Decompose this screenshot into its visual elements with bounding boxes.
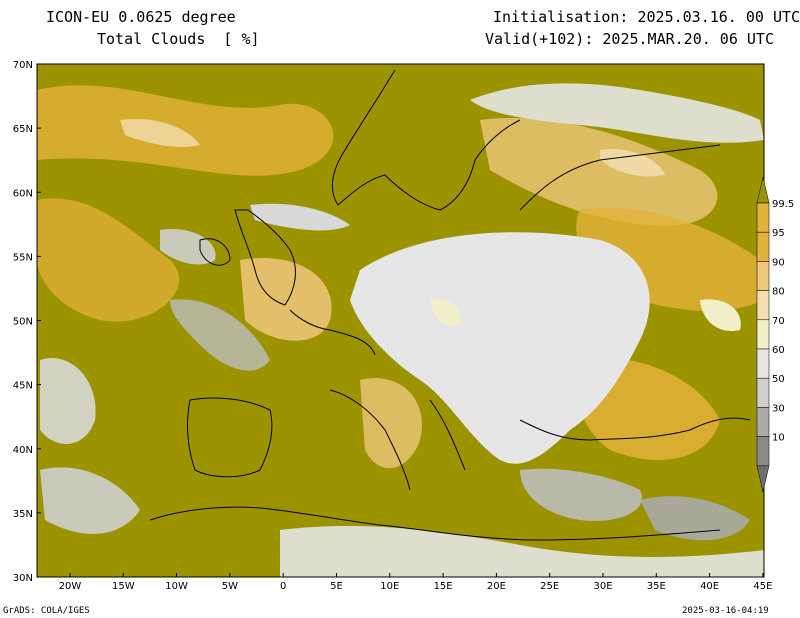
colorbar-swatch [756,231,770,262]
colorbar-swatch [756,319,770,350]
valid-time: Valid(+102): 2025.MAR.20. 06 UTC [485,30,774,48]
colorbar-label: 50 [772,374,785,385]
colorbar-swatch [756,436,770,467]
footer-credit: GrADS: COLA/IGES [3,606,90,616]
lon-label: 15E [434,581,453,592]
lon-label: 0 [280,581,286,592]
footer-timestamp: 2025-03-16-04:19 [682,606,769,616]
lat-label: 45N [13,381,33,392]
lon-label: 40E [700,581,719,592]
colorbar-swatch [756,202,770,233]
lon-label: 5E [330,581,343,592]
map-plot-area [37,64,764,577]
colorbar-label: 80 [772,287,785,298]
colorbar-swatch [756,290,770,321]
colorbar-bottom-arrow [756,465,770,492]
colorbar-swatch [756,348,770,379]
colorbar-label: 70 [772,316,785,327]
colorbar-swatch [756,407,770,437]
lon-label: 5W [222,581,238,592]
colorbar-label: 60 [772,345,785,356]
lon-axis: 20W 15W 10W 5W 0 5E 10E 15E 20E 25E 30E 35E 40E 45E [59,573,772,592]
lon-label: 45E [753,581,772,592]
lat-label: 40N [13,445,33,456]
lon-label: 10E [380,581,399,592]
lat-label: 65N [13,124,33,135]
variable-title: Total Clouds [ %] [97,30,260,48]
lat-axis: 70N 65N 60N 55N 50N 45N 40N 35N 30N [13,60,41,584]
colorbar-swatch [756,377,770,408]
colorbar-label: 10 [772,433,785,444]
lon-label: 15W [112,581,135,592]
lon-label: 30E [593,581,612,592]
lat-label: 60N [13,188,33,199]
lat-label: 55N [13,252,33,263]
lon-label: 25E [540,581,559,592]
lon-label: 20E [487,581,506,592]
colorbar-label: 90 [772,257,785,268]
colorbar-swatch [756,261,770,291]
lon-label: 10W [165,581,188,592]
colorbar-legend: 99.5 95 90 80 70 60 50 30 10 [756,176,794,492]
lon-label: 35E [647,581,666,592]
lon-label: 20W [59,581,82,592]
model-title: ICON-EU 0.0625 degree [46,8,236,26]
lat-label: 30N [13,573,33,584]
coastlines [149,69,751,541]
lat-label: 35N [13,509,33,520]
colorbar-label: 95 [772,228,785,239]
lat-label: 70N [13,60,33,71]
colorbar-label: 30 [772,403,785,414]
colorbar-label: 99.5 [772,199,794,210]
lat-label: 50N [13,317,33,328]
init-time: Initialisation: 2025.03.16. 00 UTC [493,8,800,26]
